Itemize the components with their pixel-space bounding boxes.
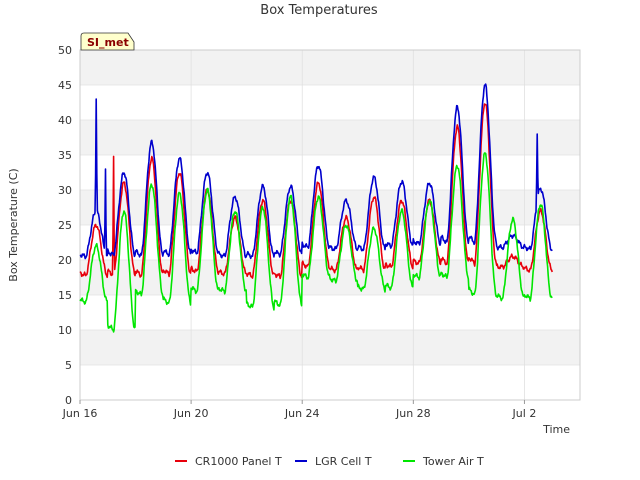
y-axis-label: Box Temperature (C) — [7, 168, 20, 281]
x-tick-label: Jun 24 — [284, 407, 320, 420]
y-tick-label: 10 — [58, 324, 72, 337]
y-tick-label: 25 — [58, 219, 72, 232]
plot-area — [79, 49, 581, 401]
legend-label: LGR Cell T — [315, 455, 372, 468]
grid-band — [80, 365, 580, 400]
grid-band — [80, 330, 580, 365]
grid-band — [80, 85, 580, 120]
x-axis-label: Time — [542, 423, 570, 436]
y-tick-label: 30 — [58, 184, 72, 197]
x-tick-label: Jun 20 — [173, 407, 209, 420]
y-tick-label: 40 — [58, 114, 72, 127]
y-tick-label: 5 — [65, 359, 72, 372]
grid-band — [80, 120, 580, 155]
plot-frame — [79, 49, 581, 401]
y-tick-label: 20 — [58, 254, 72, 267]
series-layer — [79, 83, 553, 333]
site-badge-label: SI_met — [87, 36, 129, 49]
site-badge: SI_met — [80, 32, 135, 51]
site-badge-box — [80, 32, 135, 51]
legend-label: Tower Air T — [422, 455, 484, 468]
series-line — [79, 103, 553, 280]
y-tick-label: 45 — [58, 79, 72, 92]
chart-title: Box Temperatures — [260, 3, 378, 18]
x-tick-label: Jun 16 — [62, 407, 98, 420]
series-line — [79, 152, 553, 333]
y-tick-label: 35 — [58, 149, 72, 162]
legend-label: CR1000 Panel T — [195, 455, 282, 468]
x-tick-label: Jul 2 — [512, 407, 537, 420]
grid-band — [80, 190, 580, 225]
grid-band — [80, 295, 580, 330]
y-tick-label: 15 — [58, 289, 72, 302]
y-tick-label: 0 — [65, 394, 72, 407]
axis-layer: 0 5 10 15 20 25 30 35 40 45 50 Jun 16 Jun 20 Jun 24 Ju… — [58, 44, 536, 420]
grid-band — [80, 50, 580, 85]
y-tick-label: 50 — [58, 44, 72, 57]
x-tick-label: Jun 28 — [395, 407, 431, 420]
series-line — [79, 83, 553, 260]
grid-band — [80, 155, 580, 190]
legend: CR1000 Panel T LGR Cell T Tower Air T — [175, 455, 484, 468]
